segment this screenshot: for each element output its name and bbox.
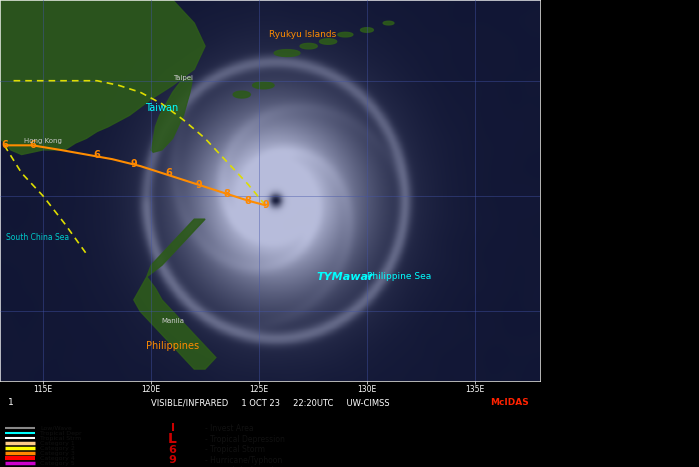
Text: L: L [168,432,177,446]
Polygon shape [147,219,205,277]
Text: - Tropical Depression: - Tropical Depression [205,435,285,444]
Polygon shape [0,0,205,155]
Polygon shape [361,28,373,32]
Text: - Invest Area: - Invest Area [205,424,254,433]
Text: Taipei: Taipei [173,76,194,81]
Text: 8: 8 [223,189,230,199]
Polygon shape [134,277,216,369]
Polygon shape [151,76,192,152]
Text: South China Sea: South China Sea [6,233,70,242]
Text: McIDAS: McIDAS [490,398,529,407]
Text: 6: 6 [165,168,172,178]
Text: 6: 6 [168,445,177,455]
Text: Taiwan: Taiwan [145,103,178,113]
Text: 1: 1 [8,398,14,407]
Text: Hong Kong: Hong Kong [24,138,62,144]
Text: 9: 9 [262,200,269,210]
Text: Category 3: Category 3 [41,451,75,456]
Text: 02OCT2023/06:00UTC  (source:JTWC): 02OCT2023/06:00UTC (source:JTWC) [547,108,699,118]
Text: Tropical Depr: Tropical Depr [41,431,82,436]
Polygon shape [319,39,337,44]
Text: Legend: Legend [547,9,591,20]
Text: Category 1: Category 1 [41,441,75,446]
Text: TYMawar: TYMawar [317,272,374,282]
Text: - Official TCFC Forecast: - Official TCFC Forecast [547,93,652,102]
Text: - Latitude/Longitude: - Latitude/Longitude [547,76,640,85]
Text: - Labels: - Labels [547,133,583,142]
Text: Philippine Sea: Philippine Sea [367,272,431,281]
Text: 6: 6 [29,140,36,150]
Text: Category 2: Category 2 [41,446,75,451]
Text: Low/Wave: Low/Wave [41,426,72,431]
Polygon shape [274,50,300,57]
Text: Category 5: Category 5 [41,461,75,466]
Text: - Hurricane/Typhoon: - Hurricane/Typhoon [205,456,282,465]
Polygon shape [300,43,317,49]
Text: Category 4: Category 4 [41,456,75,461]
Text: (w/ category): (w/ category) [232,466,274,467]
Text: VISIBLE/INFRARED     1 OCT 23     22:20UTC     UW-CIMSS: VISIBLE/INFRARED 1 OCT 23 22:20UTC UW-CI… [150,398,389,407]
Polygon shape [233,91,250,98]
Polygon shape [253,82,274,89]
Text: - Tropical Storm: - Tropical Storm [205,445,265,454]
Text: Tropical Strm: Tropical Strm [41,436,82,441]
Text: Manila: Manila [161,318,184,324]
Text: Ryukyu Islands: Ryukyu Islands [268,30,336,39]
Text: Philippines: Philippines [146,341,199,351]
Text: I: I [171,424,175,433]
Text: 9: 9 [168,455,177,466]
Text: 9: 9 [195,179,202,190]
Text: 6: 6 [94,149,101,160]
Text: 8: 8 [245,196,252,205]
Polygon shape [383,21,394,25]
Polygon shape [338,32,353,37]
Text: 6: 6 [1,140,8,150]
Text: 9: 9 [131,159,137,169]
Text: 20231002/082000UTC: 20231002/082000UTC [547,50,648,60]
Text: - Visible/Shorwave IR Image: - Visible/Shorwave IR Image [547,36,674,45]
